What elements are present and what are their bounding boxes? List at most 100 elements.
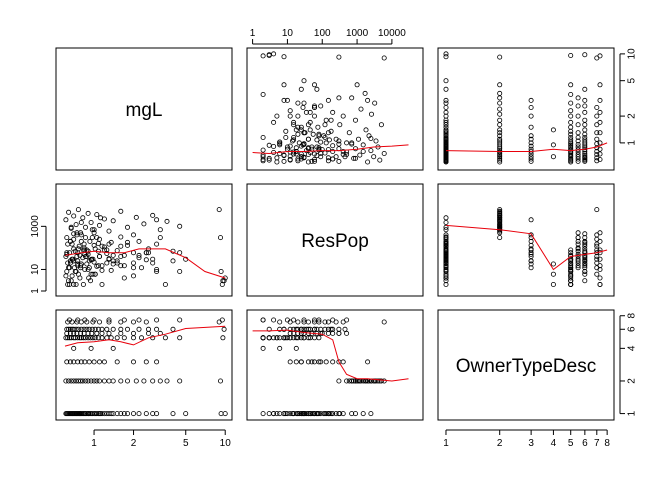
variable-label-mg-l: mgL [126, 100, 163, 121]
data-point [130, 359, 136, 365]
data-point [594, 122, 600, 128]
data-point [597, 151, 603, 157]
data-point [582, 265, 588, 271]
data-point [311, 335, 317, 341]
data-point [295, 113, 301, 119]
tick-label-right-owner-type-desc: 2 [626, 378, 637, 384]
data-point [287, 359, 293, 365]
data-point [582, 137, 588, 143]
data-point [260, 156, 266, 162]
data-point [336, 378, 342, 384]
data-point [101, 216, 107, 222]
data-point [381, 378, 387, 384]
data-point [497, 138, 503, 144]
data-point [301, 155, 307, 161]
data-point [330, 330, 336, 336]
tick-label-right-mg-l: 5 [626, 77, 637, 83]
data-point [575, 134, 581, 140]
data-point [130, 232, 136, 238]
data-point [164, 378, 170, 384]
data-point [443, 54, 449, 60]
panel-mg-l-vs-owner-type-desc [437, 47, 615, 171]
data-point [83, 335, 89, 341]
data-point [597, 256, 603, 262]
data-point [84, 261, 90, 267]
data-point [298, 124, 304, 130]
data-point [582, 241, 588, 247]
data-point [130, 273, 136, 279]
data-point [222, 411, 228, 417]
data-point [318, 139, 324, 145]
data-point [295, 124, 301, 130]
data-point [305, 159, 311, 165]
data-point [133, 214, 139, 220]
data-point [97, 319, 103, 325]
data-point [352, 411, 358, 417]
smooth-line-mg-l-vs-res-pop [252, 144, 409, 155]
data-point [291, 122, 297, 128]
data-point [177, 335, 183, 341]
data-point [575, 256, 581, 262]
data-point [260, 92, 266, 98]
data-point [352, 155, 358, 161]
data-point [568, 275, 574, 281]
data-point [138, 335, 144, 341]
data-point [344, 140, 350, 146]
data-point [528, 124, 534, 130]
panel-owner-type-desc-vs-owner-type-desc [437, 309, 615, 421]
tick-label-left-res-pop: 10 [30, 263, 41, 275]
data-point [325, 158, 331, 164]
data-point [497, 223, 503, 229]
data-point [281, 54, 287, 60]
data-point [91, 230, 97, 236]
data-point [108, 335, 114, 341]
data-point [528, 242, 534, 248]
data-point [157, 235, 163, 241]
data-point [597, 146, 603, 152]
data-point [582, 134, 588, 140]
data-point [443, 260, 449, 266]
data-point [497, 218, 503, 224]
data-point [582, 127, 588, 133]
data-point [550, 261, 556, 267]
data-point [301, 141, 307, 147]
data-point [94, 212, 100, 218]
data-point [106, 228, 112, 234]
tick-label-top-res-pop: 10 [282, 28, 294, 39]
data-point [528, 143, 534, 149]
data-point [94, 330, 100, 336]
data-point [81, 241, 87, 247]
data-point [114, 411, 120, 417]
data-point [130, 265, 136, 271]
data-point [318, 103, 324, 109]
data-point [381, 55, 387, 61]
data-point [293, 335, 299, 341]
data-point [575, 246, 581, 252]
data-point [125, 224, 131, 230]
data-point [125, 326, 131, 332]
data-point [150, 256, 156, 262]
data-point [303, 109, 309, 115]
data-point [594, 271, 600, 277]
data-point [582, 255, 588, 261]
panel-mg-l-vs-mg-l [55, 47, 233, 171]
data-point [344, 317, 350, 323]
data-point [360, 411, 366, 417]
data-point [336, 158, 342, 164]
data-point [69, 273, 75, 279]
data-point [309, 158, 315, 164]
data-point [125, 378, 131, 384]
tick-label-left-res-pop: 1000 [30, 215, 41, 238]
data-point [497, 127, 503, 133]
data-point [300, 105, 306, 111]
data-point [336, 95, 342, 101]
data-point [88, 271, 94, 277]
data-point [336, 54, 342, 60]
data-point [121, 335, 127, 341]
data-point [497, 235, 503, 241]
data-point [218, 411, 224, 417]
data-point [575, 230, 581, 236]
data-point [91, 378, 97, 384]
data-point [260, 134, 266, 140]
data-point [301, 335, 307, 341]
